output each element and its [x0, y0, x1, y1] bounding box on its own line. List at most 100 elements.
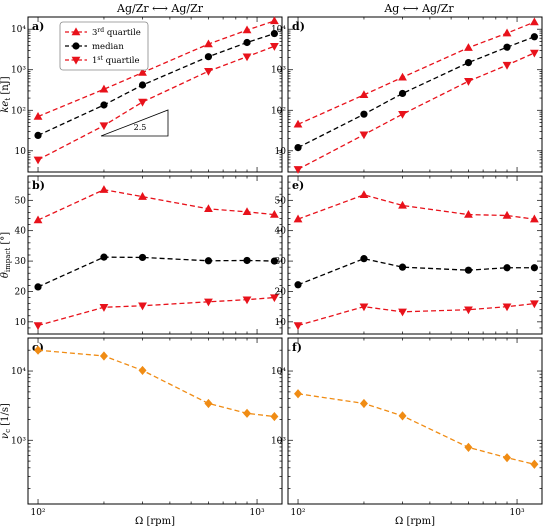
data-point [99, 122, 109, 131]
data-point [464, 78, 473, 86]
x-tick-label: 10² [30, 508, 45, 518]
data-point [204, 53, 213, 61]
data-point [138, 253, 147, 262]
y-tick-label: 20 [15, 287, 27, 297]
data-point [242, 53, 252, 62]
y-tick-label: 10³ [11, 436, 26, 446]
series-line [297, 36, 535, 149]
y-tick-label: 30 [15, 257, 27, 267]
legend-box [59, 21, 149, 71]
panel-r1-c1: 10 20 30 40 50 [275, 175, 543, 335]
chart-d: d) [292, 17, 539, 174]
panel-r1-c0: 10 20 30 40 50 θimpact [°] [0, 175, 283, 335]
slope-label: 2.5 [134, 123, 147, 132]
data-point [502, 303, 512, 312]
series-line [297, 52, 535, 170]
data-point [34, 345, 43, 355]
series-line [37, 349, 275, 418]
chart-b: b) [32, 179, 279, 331]
y-tick-label: 10 [15, 318, 27, 328]
data-point [294, 389, 303, 399]
series-line [37, 32, 275, 136]
panel-r2-c0: 10³ 10⁴ 10² 10³ Ω [rpm] νc [1/s] [0, 337, 283, 526]
column-title-left: Ag/Zr ⟷ Ag/Zr [116, 2, 204, 15]
x-tick-label: 10³ [510, 508, 525, 518]
data-point [464, 442, 473, 452]
chart-c: c) [32, 341, 279, 422]
data-point [33, 156, 43, 165]
y-tick-label: 10³ [271, 436, 286, 446]
series-line [297, 257, 535, 286]
y-tick-label: 10 [15, 147, 27, 157]
data-point [138, 365, 147, 376]
data-point [270, 29, 278, 38]
data-point [503, 43, 511, 51]
data-point [99, 185, 109, 193]
data-point [502, 61, 512, 70]
data-point [464, 209, 473, 218]
data-point [464, 43, 473, 51]
data-point [138, 98, 147, 107]
chart-a: a) [32, 16, 279, 165]
data-point [204, 204, 213, 213]
data-point [464, 58, 473, 67]
y-tick-label: 20 [275, 287, 287, 297]
data-point [294, 143, 302, 152]
panel-r0-c0: 10 10² 10³ 10⁴ ket [nJ] [0, 16, 283, 173]
y-axis-label: θimpact [°] [0, 232, 12, 278]
chart-e: e) [292, 179, 539, 331]
data-point [360, 110, 368, 118]
y-tick-label: 10 [275, 147, 287, 157]
y-tick-label: 10³ [11, 66, 26, 76]
panel-label: f) [292, 341, 302, 354]
y-tick-label: 10³ [271, 66, 286, 76]
data-point [359, 190, 369, 199]
data-point [243, 38, 251, 47]
legend-label: median [92, 42, 124, 52]
y-tick-label: 10⁴ [11, 25, 26, 35]
y-axis-label: νc [1/s] [0, 403, 12, 439]
plot-frame [287, 16, 543, 173]
y-tick-label: 10 [275, 318, 287, 328]
data-point [242, 25, 252, 34]
data-point [204, 39, 213, 48]
data-point [270, 411, 279, 422]
data-point [33, 215, 43, 224]
panel-r0-c1: 10 10² 10³ 10⁴ [271, 16, 543, 173]
series-line [37, 188, 275, 221]
y-tick-label: 30 [275, 257, 287, 267]
data-point [293, 166, 303, 174]
data-point [99, 351, 108, 361]
data-point [269, 294, 279, 303]
data-point [138, 67, 147, 76]
series-line [297, 393, 535, 465]
data-point [100, 253, 108, 261]
data-point [398, 308, 407, 317]
legend-marker [71, 27, 81, 36]
plot-frame [27, 16, 283, 173]
data-point [243, 256, 251, 265]
data-point [530, 33, 538, 41]
chart-f: f) [292, 341, 539, 469]
y-axis-label: ket [nJ] [0, 76, 12, 112]
plot-frame [287, 337, 543, 505]
y-tick-label: 40 [15, 227, 27, 237]
data-point [360, 255, 368, 263]
plot-frame [27, 175, 283, 335]
data-point [269, 16, 279, 25]
data-point [503, 264, 511, 272]
panel-label: b) [32, 179, 45, 192]
data-point [34, 283, 42, 291]
panel-label: a) [32, 20, 44, 33]
panel-label: d) [292, 20, 305, 33]
data-point [293, 119, 303, 128]
data-point [138, 192, 147, 200]
data-point [294, 281, 302, 289]
legend-marker [71, 56, 81, 65]
legend-label: 3rd quartile [92, 27, 141, 38]
data-point [530, 264, 538, 272]
x-tick-label: 10³ [250, 508, 265, 518]
column-title-right: Ag ⟷ Ag/Zr [383, 2, 454, 15]
data-point [502, 210, 512, 219]
data-point [503, 453, 512, 463]
